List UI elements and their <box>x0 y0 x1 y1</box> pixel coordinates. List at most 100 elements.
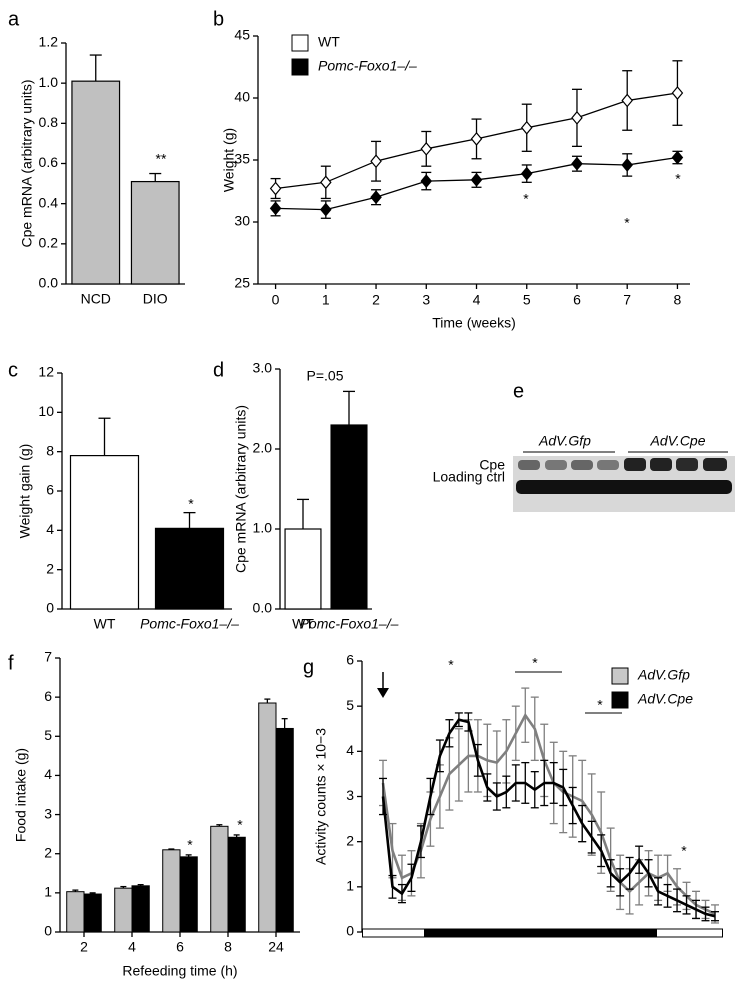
bar <box>258 702 277 933</box>
y-tick-label: 0.4 <box>39 194 59 210</box>
annotation: * <box>188 496 194 512</box>
y-tick-label: 8 <box>46 442 54 458</box>
x-tick-label: Pomc-Foxo1–/– <box>300 616 399 632</box>
x-tick-label: 6 <box>176 939 184 955</box>
bar <box>130 180 180 285</box>
panel-letter: e <box>513 380 524 402</box>
bar <box>179 856 198 933</box>
x-axis-label: Time (weeks) <box>432 315 516 331</box>
panel-f: f 0 1 2 3 4 5 6 7 Food intake (g) Refeeding time (… <box>8 649 300 979</box>
x-tick-label: 5 <box>523 292 531 308</box>
panel-letter: c <box>8 359 18 381</box>
x-tick-label: 4 <box>128 939 136 955</box>
legend-swatch <box>611 667 629 685</box>
legend-label: WT <box>318 34 340 50</box>
annotation: * <box>523 191 529 207</box>
annotation: * <box>681 843 687 859</box>
marker <box>520 166 533 181</box>
legend-label: AdV.Cpe <box>637 691 693 707</box>
legend-swatch <box>291 58 309 76</box>
x-tick-label: NCD <box>81 291 111 307</box>
panel-d: d 0.0 1.0 2.0 3.0 Cpe mRNA (arbitrary units) W… <box>213 359 399 631</box>
marker <box>571 110 583 125</box>
y-tick-label: 1 <box>44 884 52 900</box>
bar <box>69 455 140 610</box>
lane-label: AdV.Cpe <box>650 433 706 449</box>
panel-letter: f <box>8 652 14 674</box>
panel-a: a 0.0 0.2 0.4 0.6 0.8 1.0 1.2 Cpe mRNA (arbitrar… <box>8 8 185 307</box>
bar <box>330 424 368 610</box>
marker <box>320 202 332 217</box>
y-tick-label: 25 <box>234 275 250 291</box>
bar <box>284 528 322 610</box>
annotation: * <box>187 837 193 853</box>
y-tick-label: 4 <box>46 521 54 537</box>
x-tick-label: 1 <box>322 292 330 308</box>
x-tick-label: Pomc-Foxo1–/– <box>140 616 239 632</box>
y-tick-label: 6 <box>44 688 52 704</box>
x-tick-label: 6 <box>573 292 581 308</box>
y-tick-label: 4 <box>346 742 354 758</box>
x-tick-label: 0 <box>272 292 280 308</box>
y-tick-label: 3.0 <box>253 360 273 376</box>
y-axis-label: Food intake (g) <box>13 748 29 842</box>
legend-swatch <box>291 34 309 52</box>
marker <box>370 190 382 205</box>
x-tick-label: 2 <box>80 939 88 955</box>
y-tick-label: 7 <box>44 649 52 665</box>
marker <box>320 175 332 190</box>
marker <box>269 181 282 196</box>
y-tick-label: 3 <box>346 787 354 803</box>
x-tick-label: DIO <box>143 291 168 307</box>
y-tick-label: 1.0 <box>39 74 59 90</box>
marker <box>571 156 583 171</box>
lane-label: AdV.Gfp <box>538 433 591 449</box>
x-tick-label: WT <box>292 616 314 632</box>
x-tick-label: 7 <box>623 292 631 308</box>
y-tick-label: 2 <box>346 832 354 848</box>
y-tick-label: 40 <box>234 89 250 105</box>
panel-letter: g <box>303 656 314 678</box>
y-tick-label: 1.0 <box>253 520 273 536</box>
x-tick-label: WT <box>94 616 116 632</box>
bar <box>66 891 85 933</box>
annotation: * <box>532 655 538 671</box>
y-tick-label: 3 <box>44 805 52 821</box>
y-axis-label: Weight gain (g) <box>17 444 33 539</box>
panel-g: g 0 1 2 3 4 5 6 Activity counts × 10−3 AdV.Gfp AdV… <box>303 652 719 939</box>
y-tick-label: 5 <box>346 697 354 713</box>
x-tick-label: 8 <box>674 292 682 308</box>
bar <box>154 527 225 610</box>
y-tick-label: 6 <box>346 652 354 668</box>
marker <box>671 86 684 100</box>
y-tick-label: 0.2 <box>39 235 59 251</box>
legend-label: AdV.Gfp <box>637 667 690 683</box>
x-tick-label: 3 <box>422 292 430 308</box>
bar <box>210 825 229 933</box>
y-axis-label: Cpe mRNA (arbitrary units) <box>233 405 249 573</box>
marker <box>420 141 433 156</box>
g-decor <box>362 671 723 938</box>
y-tick-label: 5 <box>44 727 52 743</box>
y-tick-label: 2.0 <box>253 440 273 456</box>
bar <box>131 885 150 933</box>
marker <box>621 158 633 172</box>
marker <box>470 172 483 187</box>
panel-letter: a <box>8 8 20 30</box>
y-tick-label: 35 <box>234 151 250 167</box>
marker <box>420 174 433 189</box>
y-axis-label: Weight (g) <box>221 128 237 192</box>
bar <box>275 727 294 933</box>
bar <box>71 80 121 285</box>
y-tick-label: 1.2 <box>39 34 59 50</box>
y-tick-label: 0 <box>44 923 52 939</box>
x-tick-label: 8 <box>224 939 232 955</box>
marker <box>671 150 684 165</box>
annotation: * <box>237 817 243 833</box>
x-tick-label: 2 <box>372 292 380 308</box>
bar <box>162 849 181 933</box>
y-tick-label: 45 <box>234 27 250 43</box>
legend-swatch <box>611 691 629 709</box>
y-axis-label: Activity counts × 10−3 <box>313 728 329 865</box>
y-tick-label: 0.8 <box>39 114 59 130</box>
